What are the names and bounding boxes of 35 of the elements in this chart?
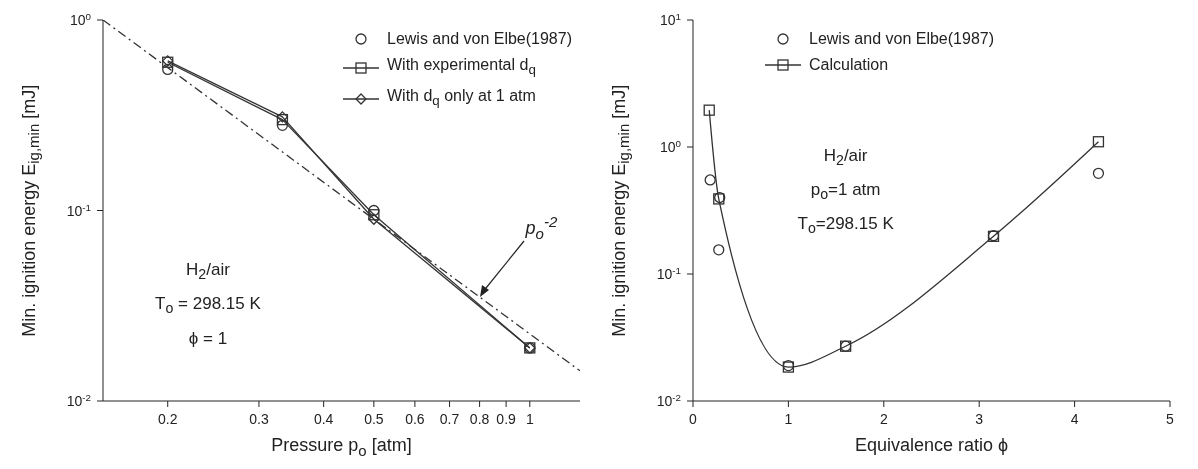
x-tick-label: 2 — [878, 411, 889, 427]
y-tick-label: 10$^{-2}$ — [656, 391, 681, 409]
x-tick-label: 0.6 — [405, 411, 425, 427]
x-tick-label: 4 — [1069, 411, 1080, 427]
legend-label: With d$_{q}$ only at 1 atm — [386, 86, 536, 111]
x-tick-label: 0 — [688, 411, 698, 427]
y-tick-label: 10$^{1}$ — [659, 10, 681, 28]
y-tick-label: 10$^{0}$ — [659, 137, 682, 155]
annotation: H$_{2}$/air — [822, 145, 869, 169]
x-axis-title: Pressure p$_{o}$ [atm] — [270, 435, 413, 459]
y-tick-label: 10$^{-2}$ — [66, 391, 91, 409]
x-tick-label: 0.8 — [469, 411, 490, 427]
x-tick-label: 0.2 — [157, 411, 179, 427]
legend-label: With experimental d$_{q}$ — [386, 55, 536, 80]
x-tick-label: 0.9 — [496, 411, 516, 427]
x-tick-label: 5 — [1165, 411, 1175, 427]
legend-label: Lewis and von Elbe(1987) — [386, 29, 572, 49]
x-tick-label: 0.4 — [312, 411, 335, 427]
x-tick-label: 0.5 — [363, 411, 385, 427]
x-axis-title: Equivalence ratio ϕ — [853, 435, 1010, 456]
x-tick-label: 0.3 — [248, 411, 270, 427]
legend-label: Lewis and von Elbe(1987) — [809, 29, 995, 49]
annotation: ϕ = 1 — [187, 328, 229, 349]
annotation: T$_{o}$=298.15 K — [796, 214, 895, 237]
x-tick-label: 1 — [783, 411, 794, 427]
x-tick-label: 3 — [974, 411, 985, 427]
annotation: T$_{o}$ = 298.15 K — [154, 294, 262, 317]
y-tick-label: 10$^{0}$ — [69, 10, 92, 28]
annotation: p$_{o}$=1 atm — [809, 180, 882, 203]
y-tick-label: 10$^{-1}$ — [656, 264, 681, 282]
x-tick-label: 1 — [525, 411, 534, 427]
x-tick-label: 0.7 — [439, 411, 460, 427]
y-tick-label: 10$^{-1}$ — [66, 201, 91, 219]
annotation: H$_{2}$/air — [185, 260, 231, 283]
legend-label: Calculation — [809, 55, 889, 75]
